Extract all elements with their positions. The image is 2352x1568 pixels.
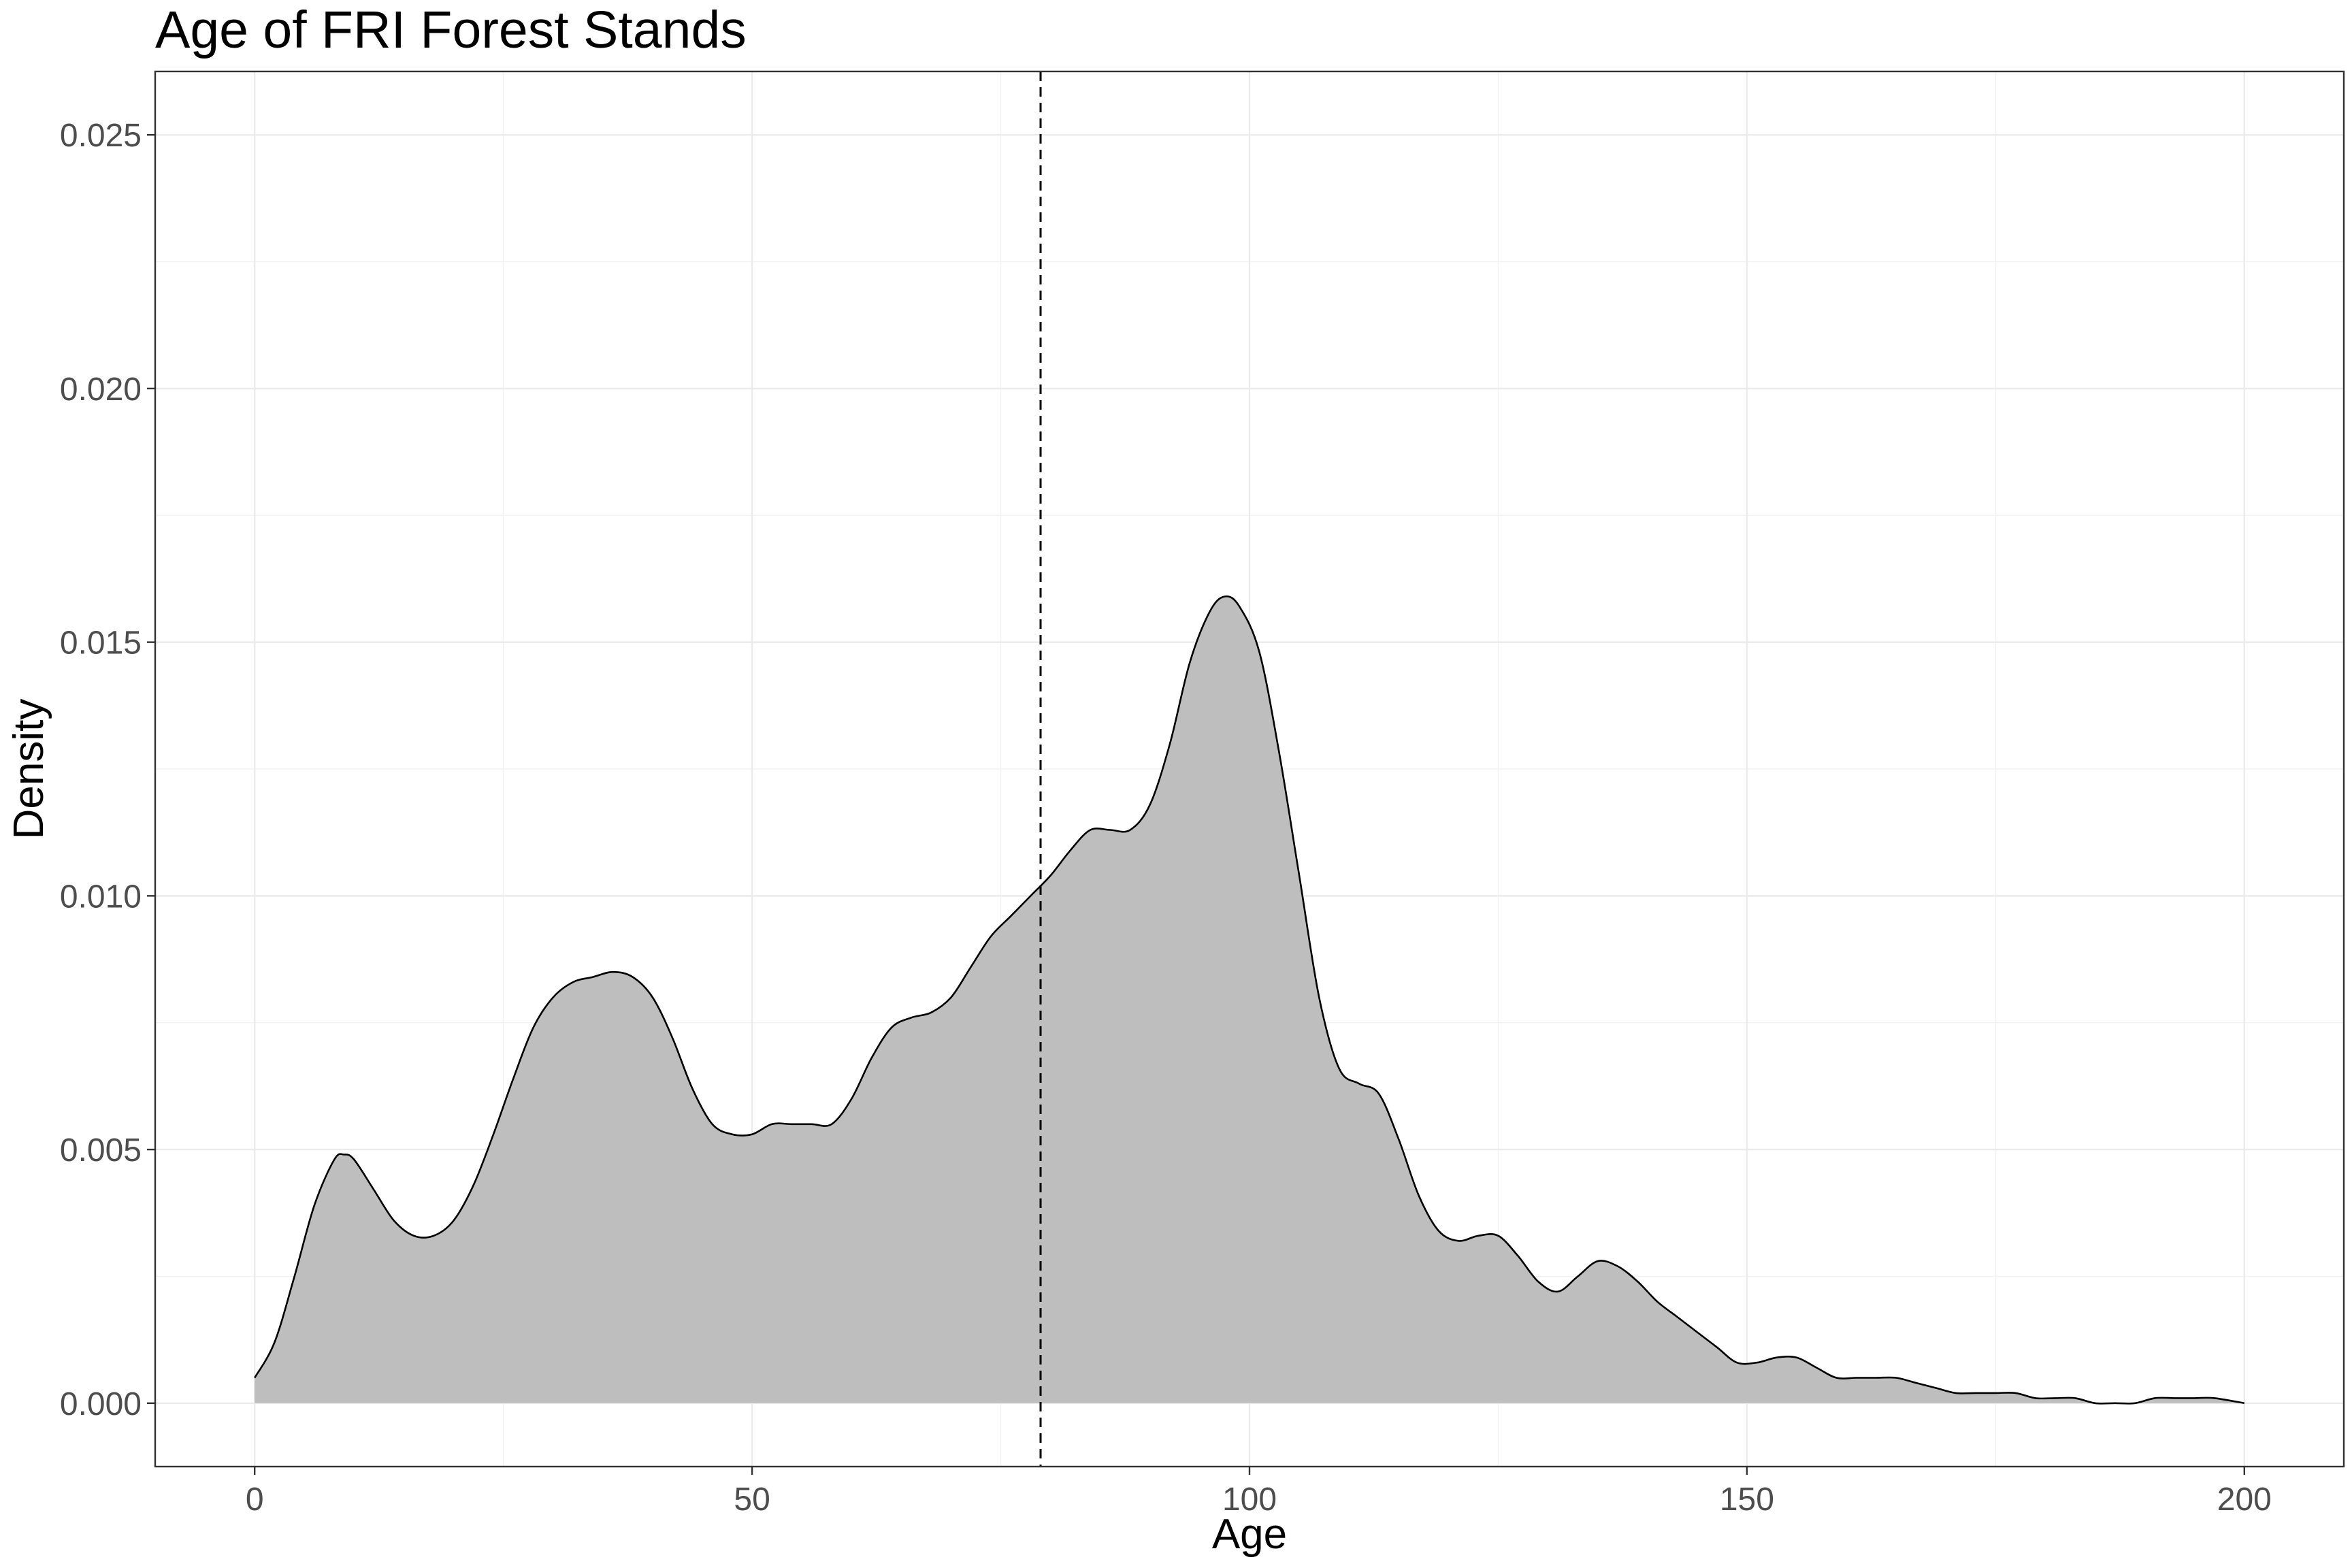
density-area	[255, 596, 2244, 1404]
chart-title: Age of FRI Forest Stands	[155, 1, 747, 59]
y-tick-label: 0.000	[60, 1386, 142, 1422]
y-tick-label: 0.025	[60, 118, 142, 154]
y-tick-label: 0.015	[60, 625, 142, 662]
y-tick-label: 0.020	[60, 372, 142, 408]
y-tick-label: 0.005	[60, 1132, 142, 1169]
density-curve	[254, 595, 2245, 1405]
y-tick-label: 0.010	[60, 879, 142, 915]
x-tick-label: 200	[2217, 1482, 2272, 1518]
x-tick-label: 150	[1720, 1482, 1774, 1518]
x-tick-label: 50	[734, 1482, 770, 1518]
y-axis: 0.000 0.005 0.010 0.015 0.020 0.025	[60, 118, 155, 1422]
x-axis-title: Age	[1212, 1511, 1287, 1558]
x-tick-label: 100	[1222, 1482, 1277, 1518]
x-tick-label: 0	[246, 1482, 264, 1518]
y-axis-title: Density	[5, 699, 52, 840]
x-axis: 0 50 100 150 200	[246, 1467, 2272, 1518]
